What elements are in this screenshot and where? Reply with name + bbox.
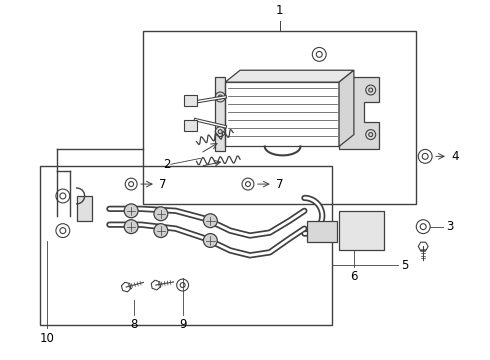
Polygon shape (215, 77, 225, 152)
Text: 7: 7 (159, 177, 167, 190)
Text: 4: 4 (451, 150, 459, 163)
Text: 5: 5 (401, 259, 409, 272)
Bar (40, 166, 332, 325)
Polygon shape (339, 77, 379, 149)
Polygon shape (339, 70, 354, 147)
Circle shape (124, 220, 138, 234)
Bar (184, 95, 197, 106)
Circle shape (203, 214, 217, 228)
Text: 2: 2 (163, 158, 171, 171)
Circle shape (154, 224, 168, 238)
Text: 1: 1 (276, 4, 283, 17)
Polygon shape (77, 196, 92, 221)
Text: 8: 8 (130, 318, 138, 331)
Bar (184, 120, 197, 131)
Text: 6: 6 (350, 270, 358, 283)
Bar (143, 31, 416, 204)
Text: 10: 10 (40, 332, 54, 345)
Text: 3: 3 (446, 220, 453, 233)
Circle shape (154, 207, 168, 221)
Text: 7: 7 (276, 177, 283, 190)
Circle shape (203, 234, 217, 247)
Bar (339, 211, 384, 251)
Text: 9: 9 (179, 318, 186, 331)
Polygon shape (225, 70, 354, 82)
Bar (307, 221, 337, 243)
Circle shape (124, 204, 138, 218)
